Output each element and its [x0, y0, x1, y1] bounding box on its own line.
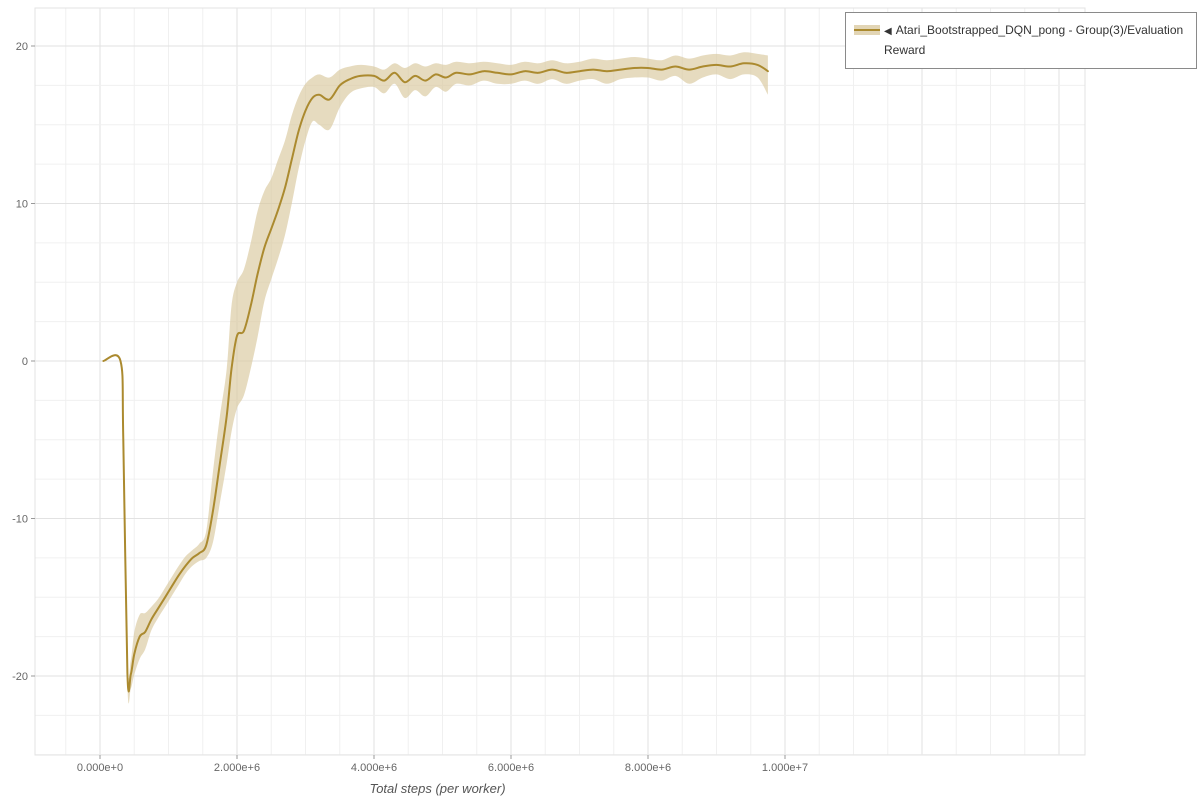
y-tick-label: 10: [16, 199, 28, 211]
legend-swatch-icon: [854, 25, 880, 35]
y-tick-label: -10: [12, 514, 28, 526]
y-tick-label: 0: [22, 356, 28, 368]
y-tick-label: -20: [12, 671, 28, 683]
confidence-band: [103, 52, 768, 704]
legend-collapse-icon[interactable]: ◀: [884, 26, 892, 37]
legend[interactable]: ◀ Atari_Bootstrapped_DQN_pong - Group(3)/…: [845, 12, 1197, 69]
x-tick-label: 0.000e+0: [77, 762, 123, 774]
y-tick-label: 20: [16, 41, 28, 53]
x-axis-title: Total steps (per worker): [369, 781, 506, 796]
x-tick-label: 6.000e+6: [488, 762, 534, 774]
x-tick-label: 4.000e+6: [351, 762, 397, 774]
x-tick-label: 1.000e+7: [762, 762, 808, 774]
x-tick-label: 8.000e+6: [625, 762, 671, 774]
legend-series-label: Atari_Bootstrapped_DQN_pong - Group(3)/E…: [884, 23, 1184, 58]
mean-reward-line: [102, 62, 769, 693]
x-tick-label: 2.000e+6: [214, 762, 260, 774]
